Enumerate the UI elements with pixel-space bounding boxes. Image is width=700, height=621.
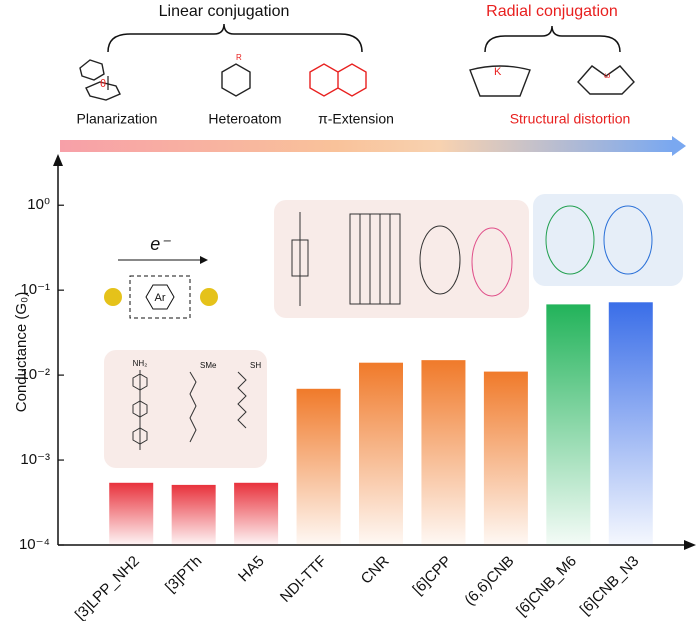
brace bbox=[107, 23, 363, 53]
x-tick-label: CNR bbox=[358, 552, 393, 587]
x-tick-label: [3]PTh bbox=[162, 553, 205, 596]
x-tick-label: HA5 bbox=[235, 553, 268, 586]
x-tick-label: [6]CNB_N3 bbox=[577, 553, 643, 619]
x-tick-label: (6,6)CNB bbox=[461, 553, 517, 609]
aryl-label: Ar bbox=[155, 292, 166, 304]
omega-label: ω bbox=[604, 71, 610, 80]
bar bbox=[608, 302, 653, 545]
y-tick-label: 10⁻¹ bbox=[20, 281, 50, 298]
y-axis-head bbox=[53, 154, 63, 166]
electrode bbox=[200, 288, 218, 306]
k-label: K bbox=[494, 66, 502, 78]
bar bbox=[171, 484, 216, 545]
strategy-label: Heteroatom bbox=[208, 111, 281, 127]
inset bbox=[104, 350, 267, 468]
strategy-label: Structural distortion bbox=[510, 111, 631, 127]
y-tick-label: 10⁻⁴ bbox=[19, 536, 50, 553]
gradient-arrow-head bbox=[672, 136, 686, 156]
inset bbox=[533, 194, 683, 286]
electron-label: e⁻ bbox=[150, 234, 171, 254]
group-label: NH₂ bbox=[133, 359, 148, 368]
inset bbox=[274, 200, 529, 318]
brace bbox=[484, 25, 621, 53]
y-tick-label: 10⁻³ bbox=[20, 451, 50, 468]
group-label: SH bbox=[250, 361, 261, 370]
gradient-arrow bbox=[60, 140, 672, 152]
molecule-icons bbox=[79, 59, 635, 101]
radial-title: Radial conjugation bbox=[486, 3, 618, 20]
bar bbox=[234, 482, 279, 545]
strategy-label: π-Extension bbox=[318, 111, 394, 127]
aryl-box bbox=[129, 275, 191, 319]
r-label: R bbox=[236, 53, 242, 62]
x-tick-label: [3]LPP_NH2 bbox=[72, 553, 143, 621]
group-label: SMe bbox=[200, 361, 217, 370]
bar bbox=[546, 304, 591, 545]
linear-title: Linear conjugation bbox=[159, 3, 290, 20]
x-tick-label: [6]CNB_M6 bbox=[513, 553, 580, 620]
bar bbox=[296, 388, 341, 545]
bar bbox=[483, 371, 528, 545]
electron-arrow-head bbox=[200, 256, 208, 264]
x-tick-label: NDI-TTF bbox=[277, 553, 330, 606]
bar bbox=[109, 482, 154, 545]
molecule-sketches bbox=[132, 205, 653, 450]
y-tick-label: 10⁰ bbox=[27, 196, 50, 213]
bar bbox=[359, 362, 403, 545]
y-axis-label: Conductance (G₀) bbox=[13, 292, 30, 412]
angle-label: θ bbox=[100, 78, 106, 90]
y-tick-label: 10⁻² bbox=[20, 366, 50, 383]
strategy-label: Planarization bbox=[77, 111, 158, 127]
x-axis-head bbox=[684, 540, 696, 550]
x-tick-label: [6]CPP bbox=[409, 553, 455, 599]
aryl-ring bbox=[145, 284, 175, 310]
electrode bbox=[104, 288, 122, 306]
bar bbox=[421, 360, 466, 545]
